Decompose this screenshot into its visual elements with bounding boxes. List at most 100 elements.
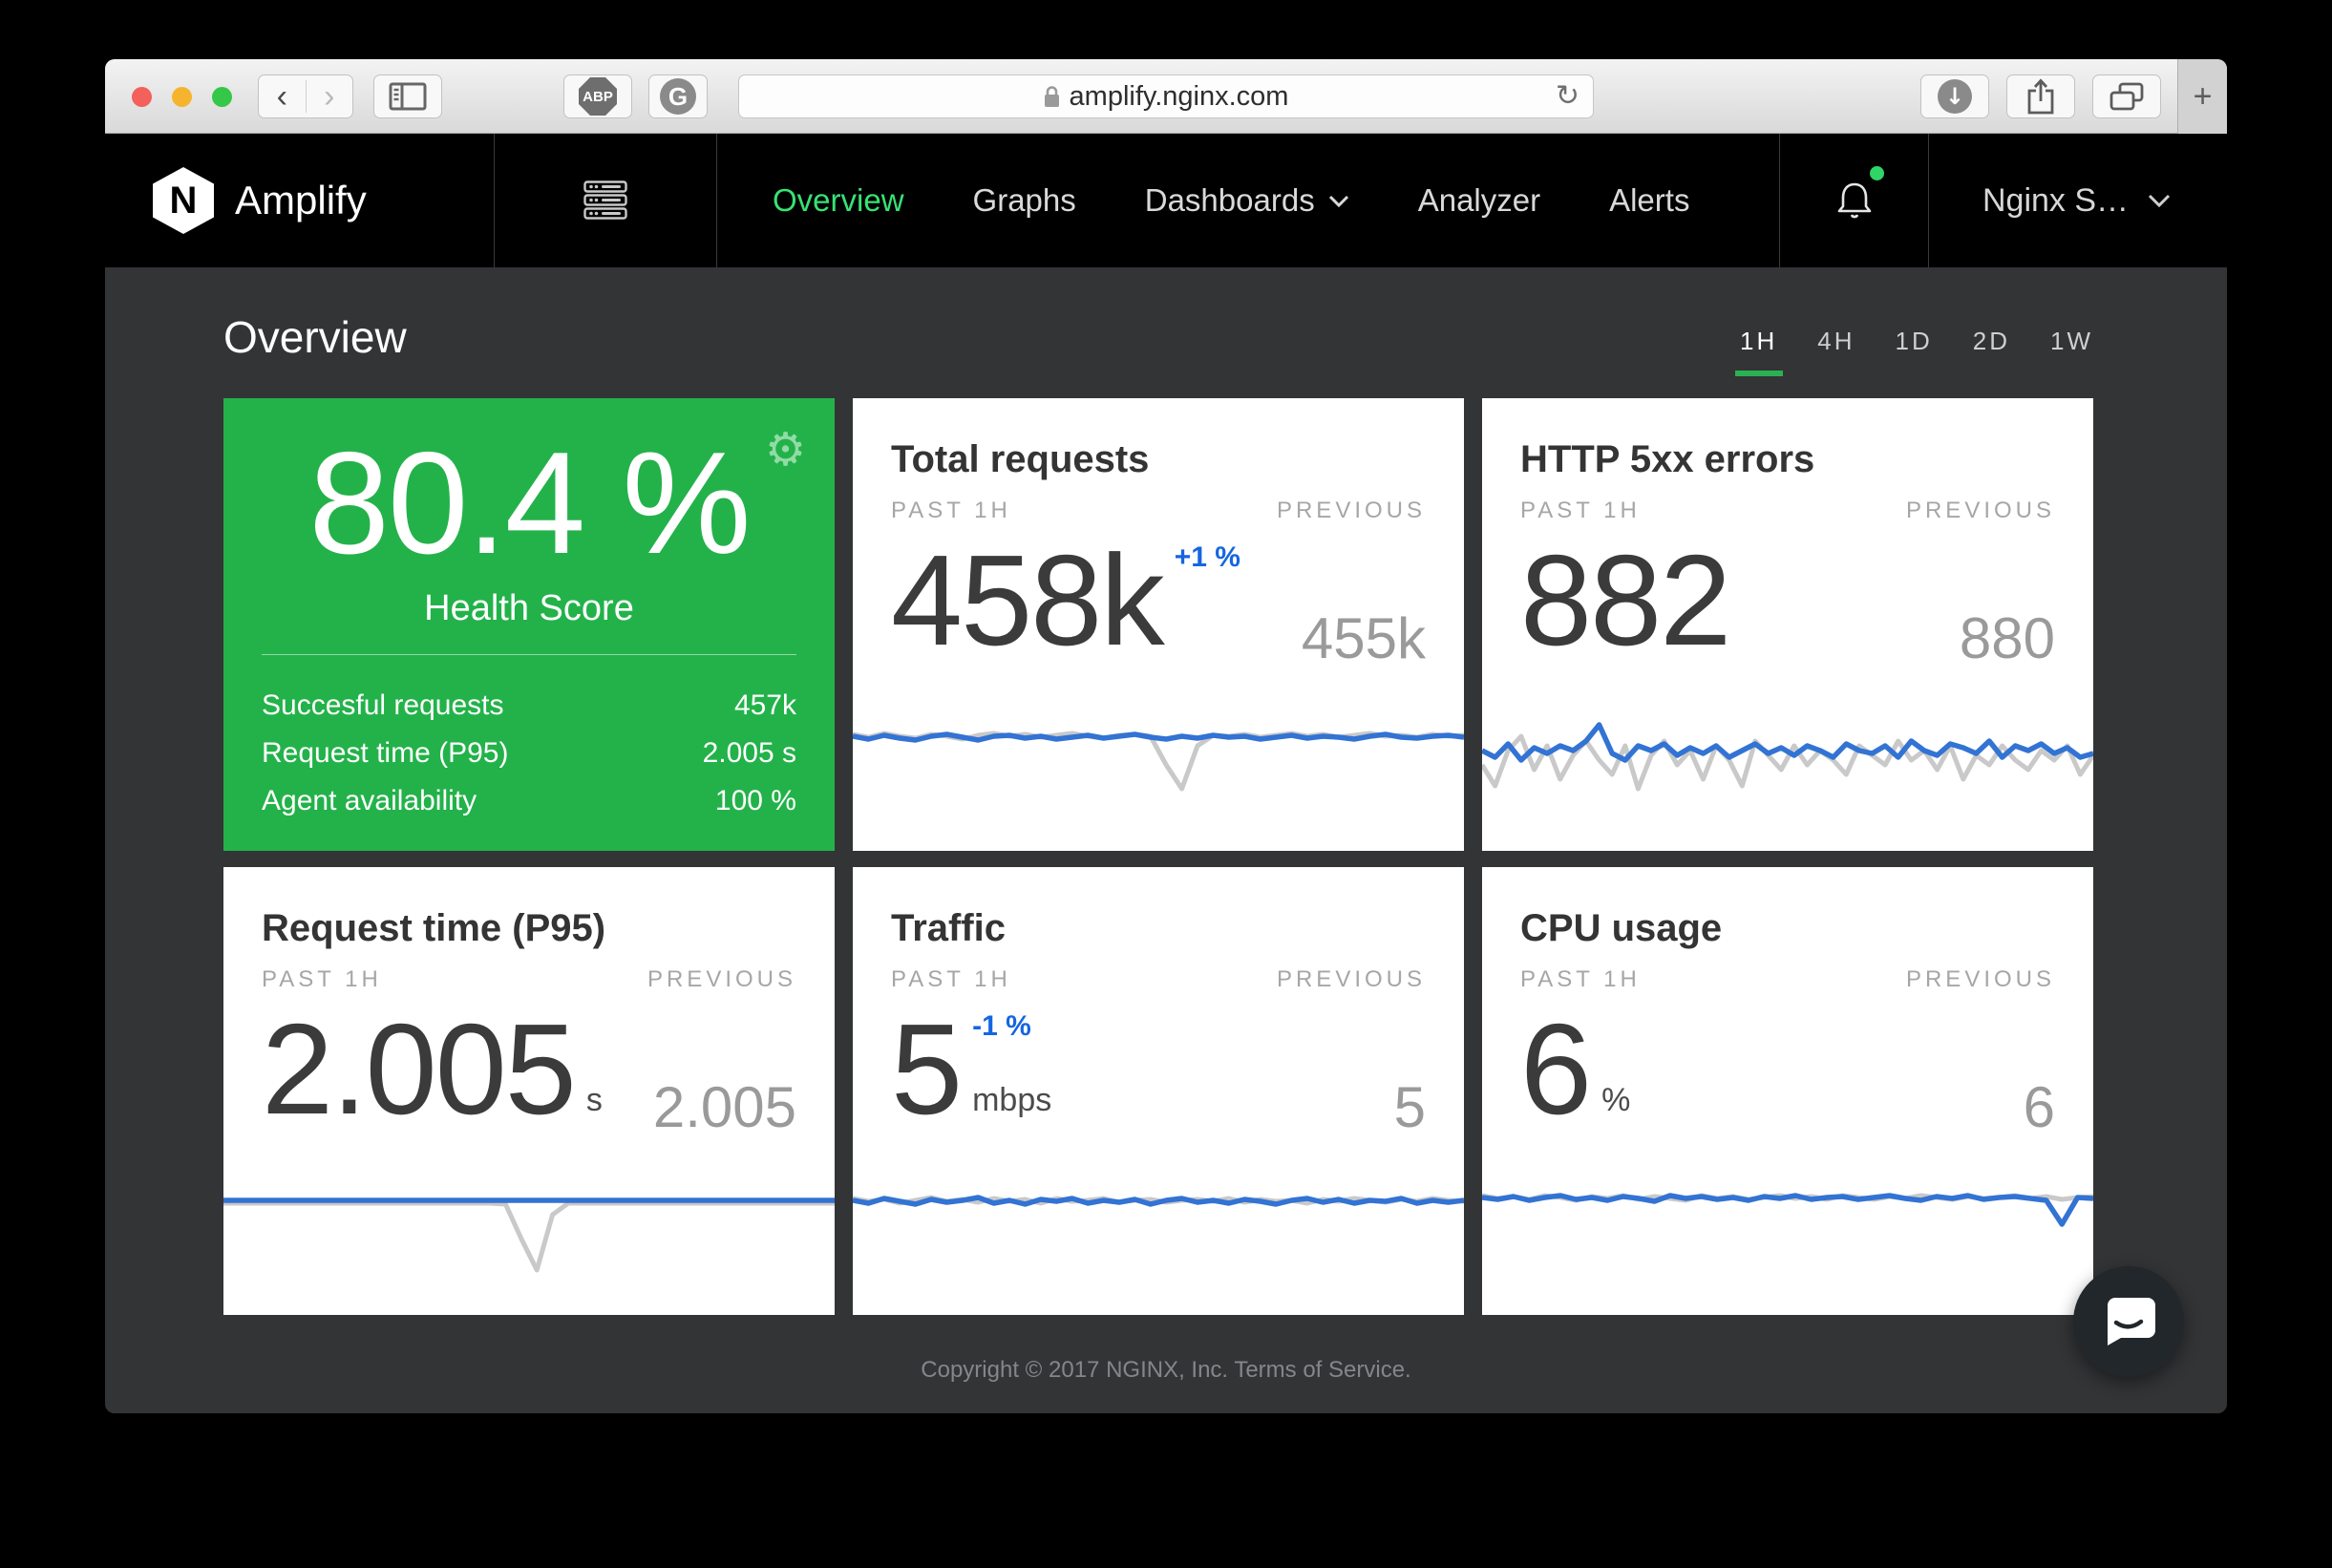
metric-unit: mbps — [972, 1082, 1052, 1118]
back-button[interactable]: ‹ — [259, 80, 307, 113]
time-range-4h[interactable]: 4H — [1817, 327, 1855, 355]
app-navbar: N Amplify Overview — [105, 134, 2227, 267]
account-menu[interactable]: Nginx S… — [1929, 134, 2227, 267]
health-score-value: 80.4 % — [308, 422, 751, 584]
previous-value: 5 — [1393, 1074, 1426, 1139]
health-row-value: 100 % — [714, 785, 796, 817]
time-range-2d[interactable]: 2D — [1972, 327, 2010, 355]
past-label: PAST 1H — [891, 498, 1011, 523]
forward-button[interactable]: › — [324, 78, 335, 115]
share-icon — [2027, 78, 2054, 115]
chat-bubble-icon — [2108, 1298, 2155, 1346]
chevron-down-icon — [1328, 195, 1348, 207]
sparkline-chart — [1482, 708, 2093, 851]
metric-delta: -1 % — [972, 1010, 1031, 1042]
cards-row-1: ⚙ 80.4 % Health Score Succesful requests… — [105, 398, 2227, 851]
divider — [494, 134, 495, 267]
nav-item-alerts[interactable]: Alerts — [1609, 182, 1690, 218]
previous-label: PREVIOUS — [1276, 498, 1426, 523]
health-score-card[interactable]: ⚙ 80.4 % Health Score Succesful requests… — [223, 398, 835, 851]
page-content: Overview 1H 4H 1D 2D 1W — [105, 267, 2227, 1413]
sidebar-toggle-button[interactable] — [373, 74, 442, 118]
health-row: Request time (P95) 2.005 s — [262, 730, 796, 777]
tab-overview-button[interactable] — [2092, 74, 2161, 118]
time-range-selector: 1H 4H 1D 2D 1W — [1734, 327, 2093, 376]
download-arrow-icon: ↓ — [1938, 79, 1972, 114]
url-text: amplify.nginx.com — [1069, 80, 1289, 112]
intercom-chat-button[interactable] — [2073, 1266, 2184, 1377]
minimize-window-button[interactable] — [172, 87, 192, 107]
http-5xx-errors-card[interactable]: HTTP 5xx errors PAST 1H PREVIOUS 882 880 — [1482, 398, 2093, 851]
time-range-1d[interactable]: 1D — [1895, 327, 1933, 355]
metric-unit: s — [585, 1082, 603, 1118]
metric-value: 5 — [891, 997, 963, 1142]
health-score-label: Health Score — [424, 588, 634, 629]
divider — [262, 654, 796, 656]
sidebar-icon — [389, 82, 427, 111]
sparkline-chart — [223, 1172, 835, 1315]
metric-value: 6 — [1520, 997, 1592, 1142]
time-range-1h[interactable]: 1H — [1734, 327, 1783, 376]
divider — [1928, 134, 1929, 267]
notification-dot — [1870, 166, 1884, 180]
traffic-card[interactable]: Traffic PAST 1H PREVIOUS 5 -1 % mbps 5 — [853, 867, 1464, 1315]
new-tab-button[interactable]: + — [2177, 59, 2227, 134]
account-label: Nginx S… — [1982, 181, 2130, 219]
divider — [716, 134, 717, 267]
share-button[interactable] — [2006, 74, 2075, 118]
browser-toolbar: ‹ › ABP G amplify.nginx. — [105, 59, 2227, 134]
metric-value: 458k — [891, 528, 1165, 673]
brand-label: Amplify — [235, 178, 367, 222]
past-label: PAST 1H — [1520, 966, 1641, 992]
notifications-button[interactable] — [1780, 134, 1928, 267]
tabs-icon — [2109, 82, 2144, 111]
nav-item-graphs[interactable]: Graphs — [972, 182, 1076, 218]
health-row-label: Agent availability — [262, 785, 477, 817]
copyright-footer: Copyright © 2017 NGINX, Inc. Terms of Se… — [921, 1357, 1411, 1383]
request-time-card[interactable]: Request time (P95) PAST 1H PREVIOUS 2.00… — [223, 867, 835, 1315]
systems-list-button[interactable] — [495, 134, 716, 267]
card-title: Request time (P95) — [262, 907, 606, 949]
total-requests-card[interactable]: Total requests PAST 1H PREVIOUS 458k +1 … — [853, 398, 1464, 851]
past-label: PAST 1H — [262, 966, 382, 992]
previous-label: PREVIOUS — [1276, 966, 1426, 992]
nav-item-overview[interactable]: Overview — [773, 182, 904, 218]
zoom-window-button[interactable] — [212, 87, 232, 107]
address-bar[interactable]: amplify.nginx.com ↻ — [738, 74, 1594, 118]
abp-icon: ABP — [579, 77, 617, 116]
metric-value: 882 — [1520, 528, 1731, 673]
adblock-extension-button[interactable]: ABP — [563, 74, 632, 118]
nginx-logo-icon: N — [153, 167, 214, 234]
close-window-button[interactable] — [132, 87, 152, 107]
cpu-usage-card[interactable]: CPU usage PAST 1H PREVIOUS 6 % 6 — [1482, 867, 2093, 1315]
server-stack-icon — [583, 180, 627, 220]
time-range-1w[interactable]: 1W — [2050, 327, 2093, 355]
previous-value: 6 — [2023, 1074, 2055, 1139]
previous-label: PREVIOUS — [1905, 498, 2055, 523]
health-row-label: Request time (P95) — [262, 737, 509, 770]
browser-window: ‹ › ABP G amplify.nginx. — [105, 59, 2227, 1413]
sparkline-chart — [853, 708, 1464, 851]
reload-button[interactable]: ↻ — [1555, 79, 1579, 113]
extension-g-button[interactable]: G — [648, 74, 708, 118]
sparkline-chart — [1482, 1172, 2093, 1315]
nav-links: Overview Graphs Dashboards Analyzer Aler… — [717, 134, 1689, 267]
health-row: Succesful requests 457k — [262, 682, 796, 730]
brand[interactable]: N Amplify — [105, 134, 494, 267]
downloads-button[interactable]: ↓ — [1920, 74, 1989, 118]
previous-value: 2.005 — [652, 1074, 796, 1139]
health-row-value: 2.005 s — [702, 737, 796, 770]
cards-row-2: Request time (P95) PAST 1H PREVIOUS 2.00… — [105, 867, 2227, 1315]
metric-delta: +1 % — [1174, 541, 1240, 573]
previous-label: PREVIOUS — [1905, 966, 2055, 992]
bell-icon — [1837, 182, 1871, 219]
health-row-label: Succesful requests — [262, 689, 504, 722]
gear-icon[interactable]: ⚙ — [764, 423, 806, 477]
nav-item-dashboards[interactable]: Dashboards — [1145, 182, 1349, 219]
page-title: Overview — [223, 312, 407, 362]
sparkline-chart — [853, 1172, 1464, 1315]
past-label: PAST 1H — [891, 966, 1011, 992]
nav-item-analyzer[interactable]: Analyzer — [1417, 182, 1541, 218]
page-header: Overview 1H 4H 1D 2D 1W — [105, 267, 2227, 398]
previous-value: 455k — [1301, 605, 1426, 670]
